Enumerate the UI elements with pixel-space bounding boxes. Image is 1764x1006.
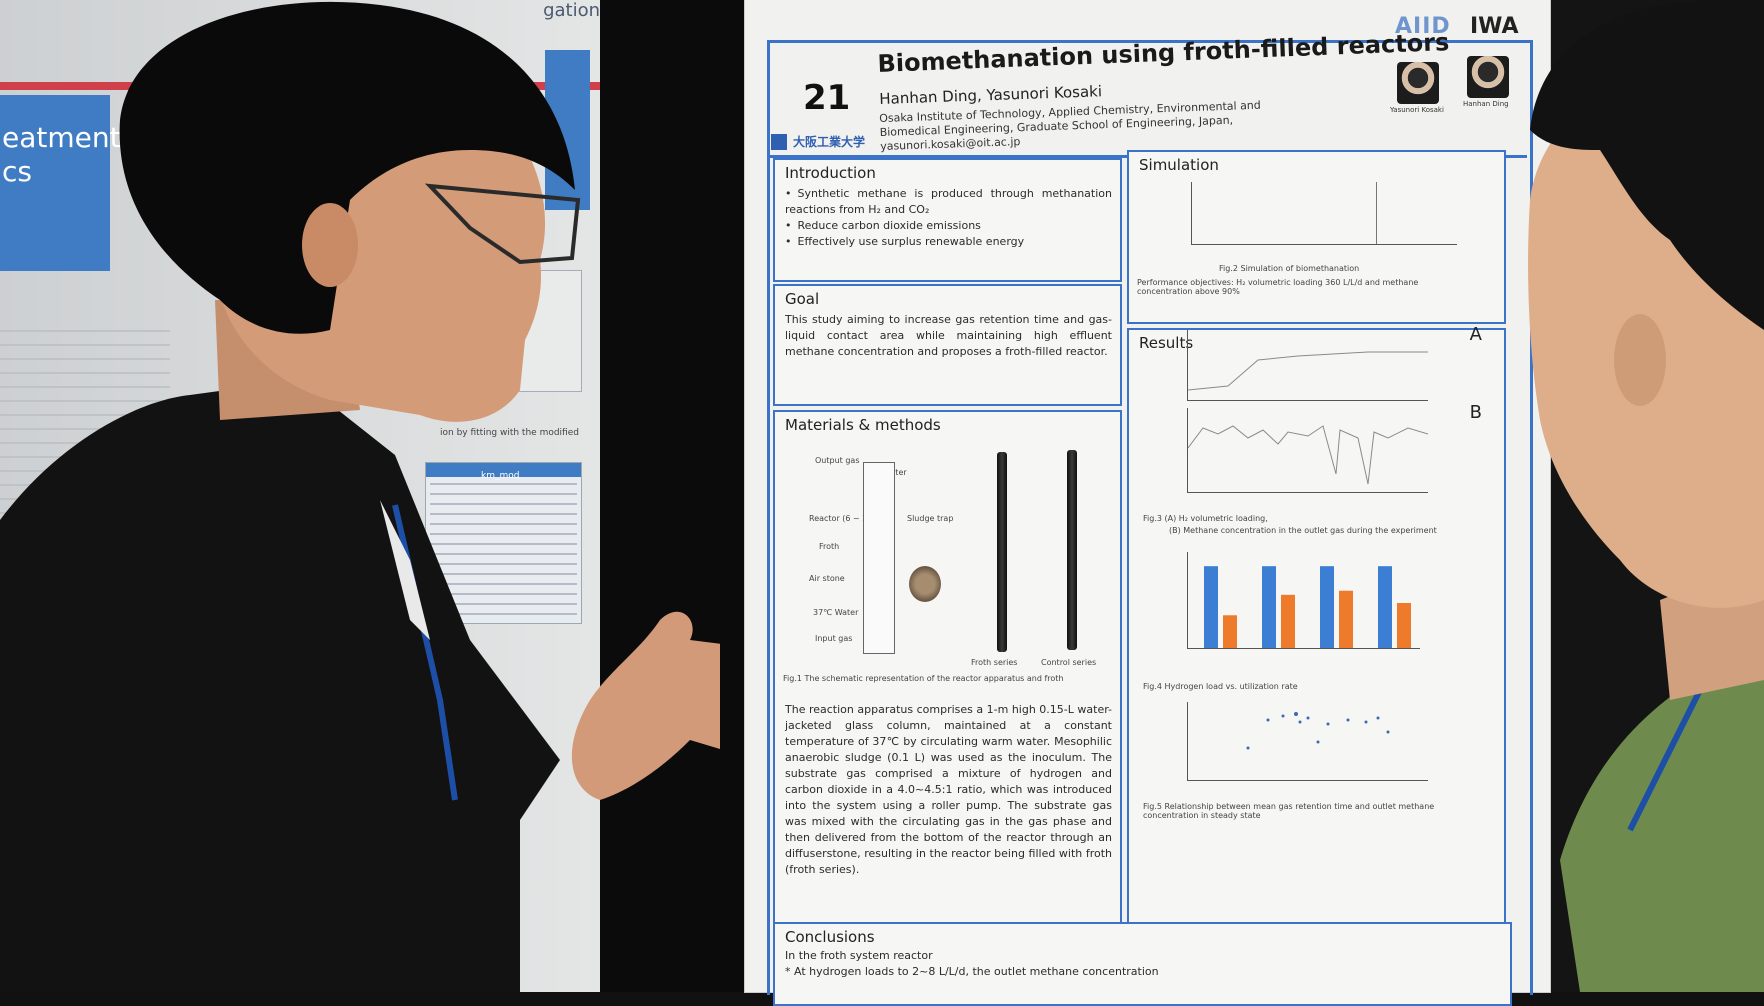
poster-number: 21	[803, 78, 851, 118]
simulation-caption: Fig.2 Simulation of biomethanation	[1219, 264, 1360, 273]
bar-blue-3	[1320, 566, 1334, 648]
person-presenter	[0, 0, 798, 992]
goal-text: This study aiming to increase gas retent…	[785, 313, 1112, 358]
apparatus-column-diagram	[863, 462, 895, 654]
label-reactor: Reactor (6 ~ 20mm)	[809, 514, 892, 523]
results-panel-label-a: A	[1469, 324, 1482, 345]
simulation-caption-2: Performance objectives: H₂ volumetric lo…	[1137, 278, 1419, 296]
conclusions-line-1: In the froth system reactor	[785, 949, 933, 962]
results-fig3-caption: Fig.3 (A) H₂ volumetric loading,	[1143, 514, 1268, 523]
label-sludge-trap: Sludge trap	[907, 514, 954, 523]
bar-blue-1	[1204, 566, 1218, 648]
goal-title: Goal	[785, 290, 820, 308]
methods-title: Materials & methods	[785, 416, 941, 434]
intro-bullet-2: Reduce carbon dioxide emissions	[785, 218, 1112, 234]
intro-bullet-3: Effectively use surplus renewable energy	[785, 234, 1112, 250]
scatter-chart-svg	[1246, 712, 1390, 750]
simulation-title: Simulation	[1139, 156, 1219, 174]
author-photo-caption-1: Yasunori Kosaki	[1390, 106, 1444, 114]
bar-chart-axes	[1187, 552, 1420, 649]
results-chart-a-axes	[1187, 330, 1428, 401]
results-title: Results	[1139, 334, 1194, 352]
left-poster-table-header-text: km_mod	[481, 471, 520, 481]
author-photo-caption-2: Hanhan Ding	[1463, 100, 1509, 108]
bar-blue-4	[1378, 566, 1392, 648]
label-water-37: 37℃ Water	[813, 608, 859, 617]
results-chart-b-axes	[1187, 408, 1429, 493]
left-poster-header-word-2: cs	[2, 155, 32, 188]
conclusions-title: Conclusions	[785, 928, 875, 946]
introduction-title: Introduction	[785, 164, 876, 182]
label-output-gas: Output gas	[815, 456, 860, 465]
results-fig5-caption: Fig.5 Relationship between mean gas rete…	[1143, 802, 1435, 820]
university-logo-icon	[771, 134, 787, 150]
results-fig3-caption-2: (B) Methane concentration in the outlet …	[1169, 526, 1437, 535]
froth-series-reactor	[997, 452, 1007, 652]
person-listener	[1500, 0, 1764, 992]
bar-orange-3	[1339, 590, 1353, 648]
results-panel-label-b: B	[1469, 402, 1482, 423]
left-poster-blue-header: eatment cs	[0, 95, 121, 271]
results-chart-b-line	[1187, 425, 1429, 485]
methods-section: Materials & methods Output gas Water Slu…	[773, 410, 1122, 926]
bar-blue-2	[1262, 566, 1276, 648]
bar-orange-4	[1397, 603, 1411, 648]
simulation-chart-marker	[1376, 182, 1377, 244]
simulation-chart-axes	[1191, 182, 1457, 245]
label-control-series: Control series	[1041, 658, 1097, 667]
introduction-bullets: Synthetic methane is produced through me…	[785, 186, 1112, 250]
intro-bullet-1: Synthetic methane is produced through me…	[785, 186, 1112, 218]
scatter-chart-axes	[1187, 702, 1428, 781]
label-air-stone: Air stone	[809, 574, 845, 583]
left-poster-table: km_mod	[425, 462, 582, 624]
black-divider-panel	[600, 0, 760, 992]
bar-orange-2	[1281, 594, 1295, 648]
air-stone-photo	[909, 566, 941, 602]
listener-silhouette	[1528, 0, 1764, 992]
author-photo-ding	[1467, 56, 1509, 98]
label-input-gas: Input gas	[815, 634, 853, 643]
conclusions-section: Conclusions In the froth system reactor …	[773, 922, 1512, 1006]
methods-text: The reaction apparatus comprises a 1-m h…	[785, 703, 1112, 876]
aiid-logo: AIID	[1395, 14, 1451, 39]
left-poster-fig-caption: ion by fitting with the modified	[440, 428, 579, 438]
label-froth-series: Froth series	[971, 658, 1018, 667]
poster-frame	[767, 40, 1533, 995]
left-poster-table-header: km_mod	[426, 463, 581, 481]
iwa-logo: IWA	[1470, 14, 1519, 39]
left-poster-top-text: gation	[543, 0, 600, 21]
bar-orange-1	[1223, 615, 1237, 648]
conclusions-text: In the froth system reactor * At hydroge…	[785, 948, 1502, 980]
goal-section: Goal This study aiming to increase gas r…	[773, 284, 1122, 406]
left-poster-header-word-1: eatment	[2, 121, 121, 154]
main-poster: 21 Biomethanation using froth-filled rea…	[745, 0, 1550, 1006]
introduction-section: Introduction Synthetic methane is produc…	[773, 158, 1122, 282]
simulation-section: Simulation Fig.2 Simulation of biomethan…	[1127, 150, 1506, 324]
bar-chart-svg	[1204, 566, 1411, 648]
control-series-reactor	[1067, 450, 1077, 650]
presenter-silhouette	[0, 1, 798, 992]
methods-fig-caption: Fig.1 The schematic representation of th…	[783, 674, 1064, 683]
author-photo-kosaki	[1397, 62, 1439, 104]
conclusions-line-2: * At hydrogen loads to 2~8 L/L/d, the ou…	[785, 965, 1159, 978]
label-froth: Froth	[819, 542, 840, 551]
results-section: Results A B Fig.3 (A) H₂ volumetric load…	[1127, 324, 1506, 924]
left-poster-table-rows	[430, 483, 577, 619]
results-fig4-caption: Fig.4 Hydrogen load vs. utilization rate	[1143, 682, 1298, 691]
university-name: 大阪工業大学	[793, 135, 866, 149]
results-chart-a-line	[1187, 351, 1428, 391]
